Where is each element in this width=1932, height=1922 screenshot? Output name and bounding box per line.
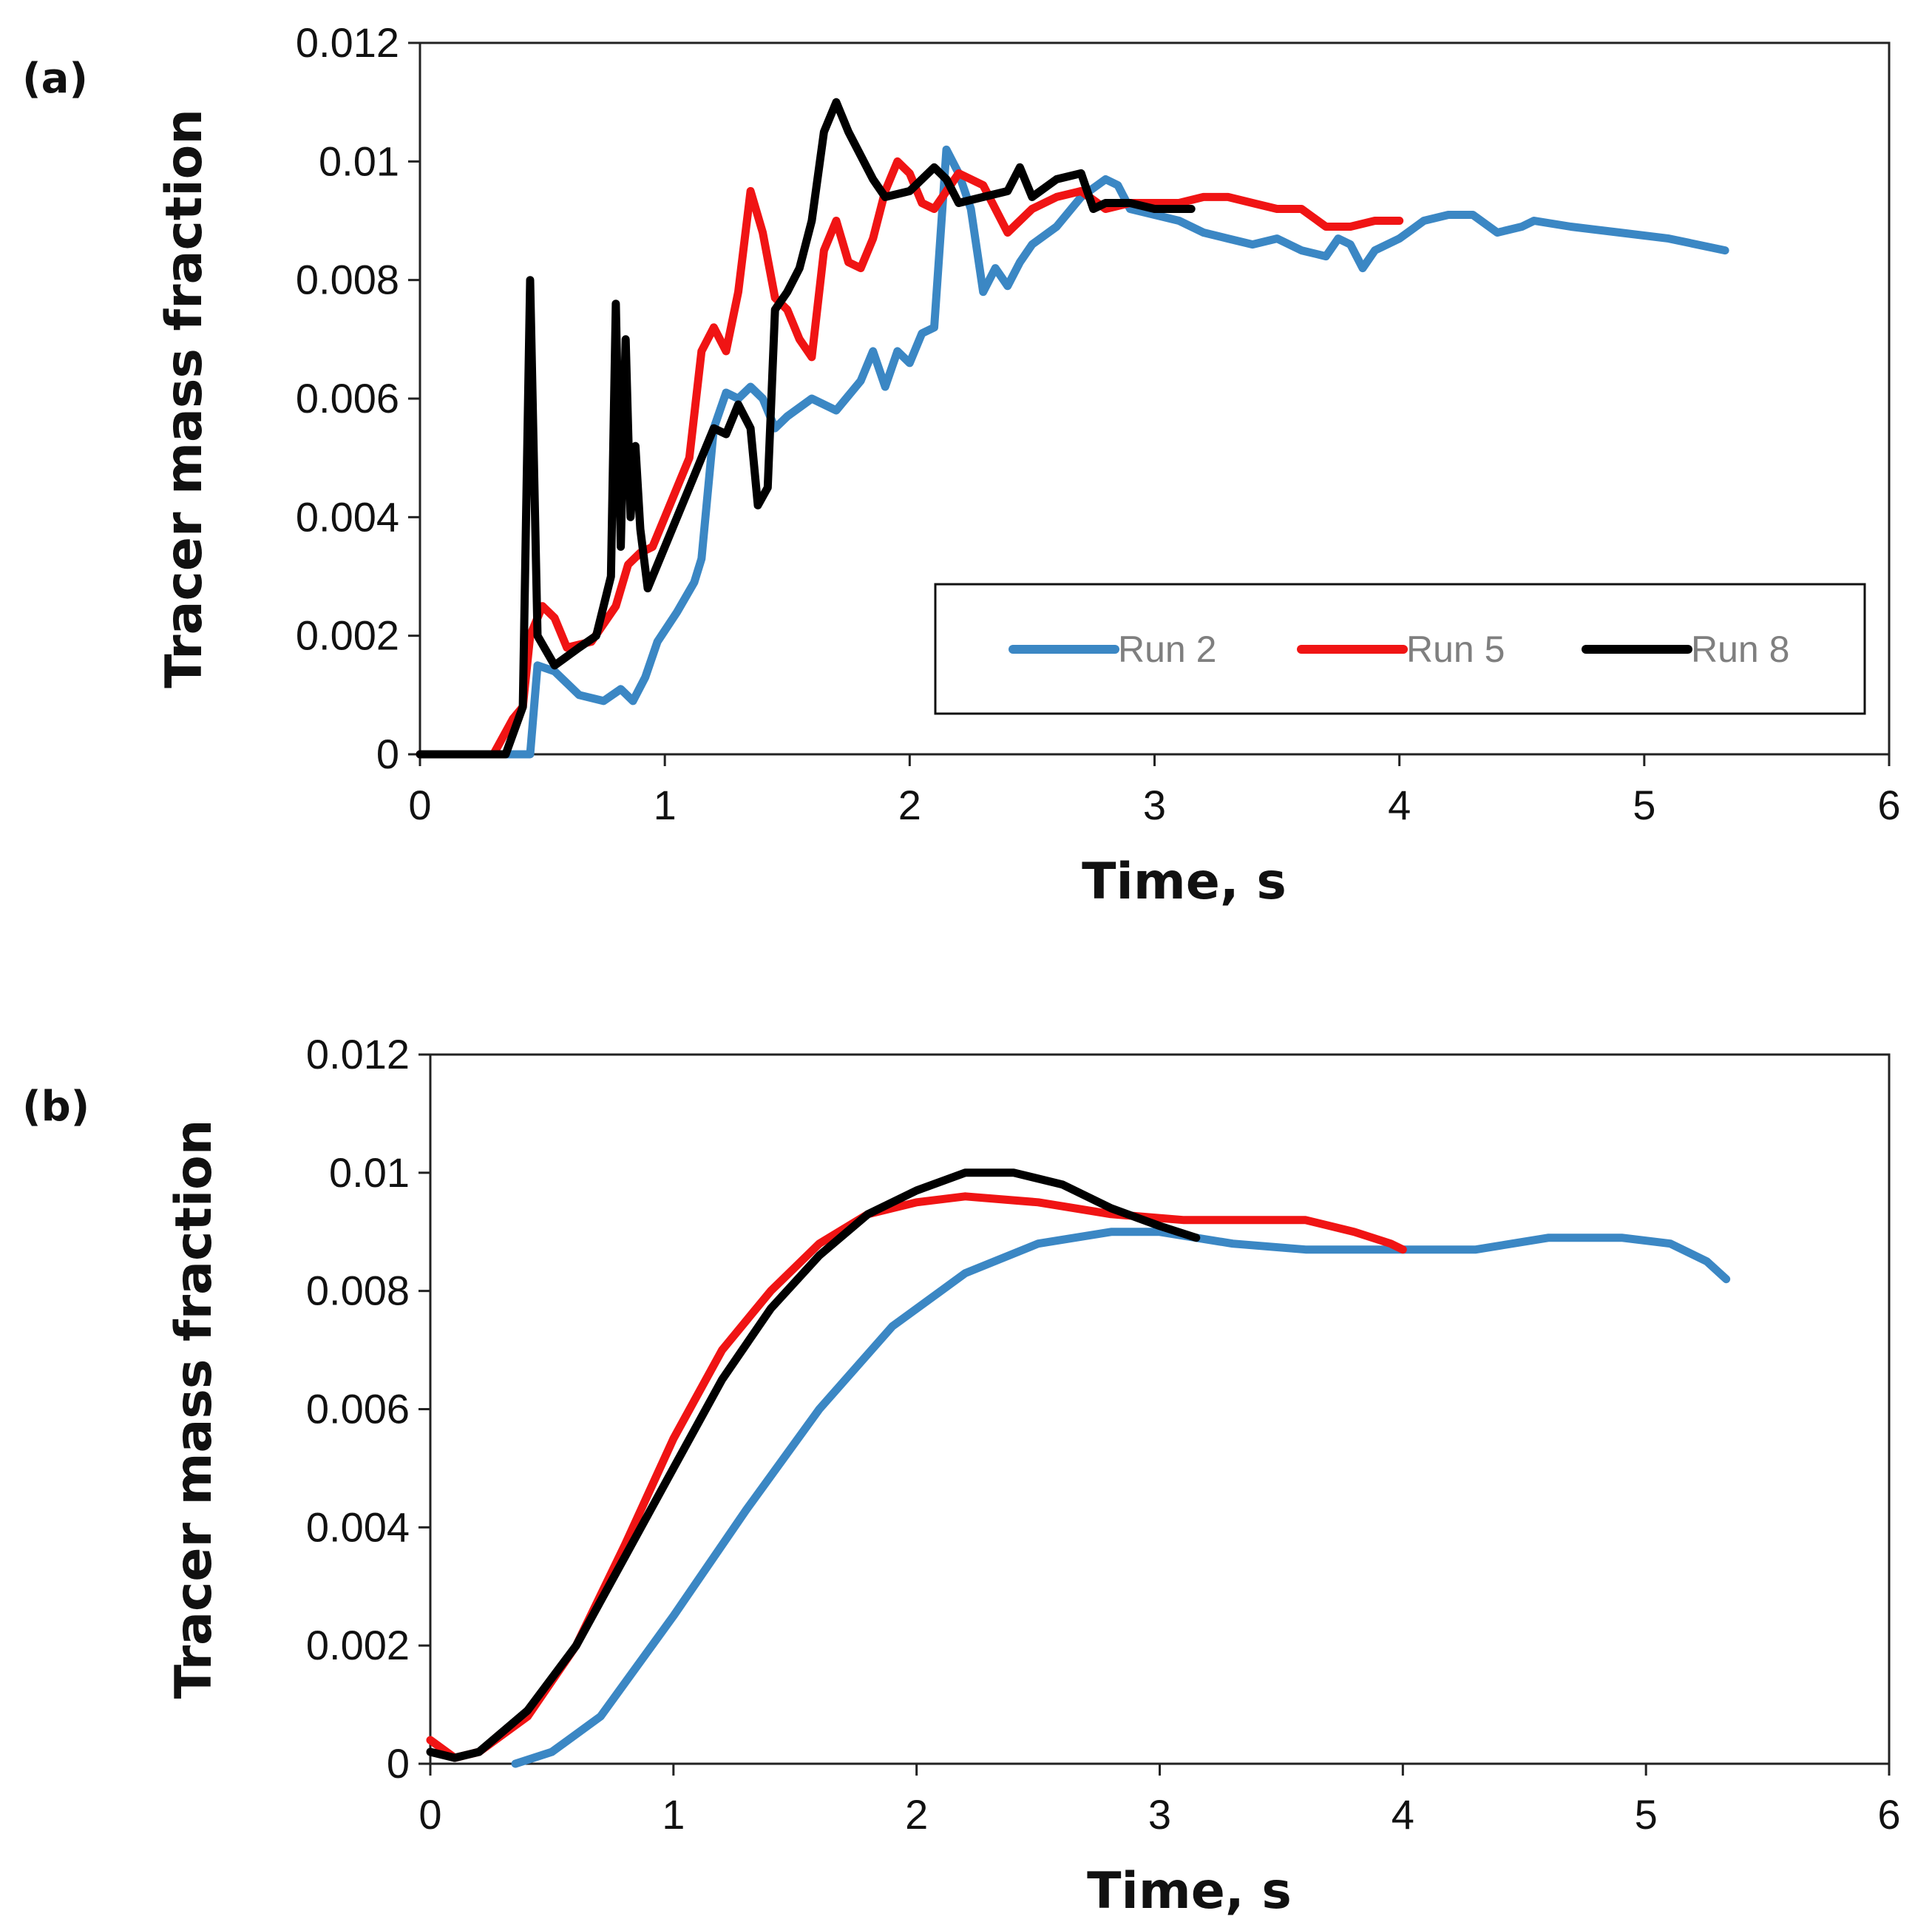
x-tick-label: 6 [1877, 1791, 1900, 1838]
y-axis-title: Tracer mass fraction [155, 109, 214, 688]
y-axis-title: Tracer mass fraction [165, 1120, 223, 1699]
y-tick-label: 0.006 [306, 1386, 410, 1432]
y-tick-label: 0.012 [296, 19, 399, 66]
series-line-run-2 [416, 145, 1729, 759]
y-tick-label: 0.002 [306, 1622, 410, 1668]
series-line-run-5 [416, 157, 1404, 759]
plot-frame [429, 1053, 1891, 1765]
x-tick-label: 2 [898, 782, 921, 828]
series-line-run-2 [511, 1228, 1731, 1768]
x-tick-label: 0 [418, 1791, 441, 1838]
y-tick-label: 0.008 [306, 1268, 410, 1314]
panel-b: (b) 0 0.002 0.004 0.006 0.008 0.01 0.012 0 1 2 3 4 5 6… [22, 1031, 1901, 1921]
y-tick-label: 0.01 [319, 138, 399, 184]
x-tick-label: 0 [408, 782, 431, 828]
y-tick-label: 0.004 [306, 1503, 410, 1550]
y-tick-label: 0 [387, 1740, 410, 1787]
x-tick-label: 1 [654, 782, 677, 828]
y-tick-label: 0.002 [296, 612, 399, 659]
y-tick-label: 0.004 [296, 493, 399, 540]
legend-label-run-5: Run 5 [1406, 629, 1505, 670]
x-axis-title: Time, s [1087, 1862, 1292, 1921]
series-line-run-8 [426, 1168, 1201, 1762]
x-tick-label: 2 [905, 1791, 928, 1838]
y-tick-label: 0.008 [296, 257, 399, 303]
legend: Run 2 Run 5 Run 8 [934, 583, 1866, 715]
x-tick-label: 4 [1392, 1791, 1414, 1838]
legend-label-run-2: Run 2 [1118, 629, 1216, 670]
series-line-run-8 [416, 98, 1196, 759]
x-tick-label: 6 [1877, 782, 1900, 828]
x-tick-label: 4 [1388, 782, 1411, 828]
x-tick-label: 5 [1633, 782, 1655, 828]
panel-label: (b) [22, 1083, 89, 1131]
y-tick-label: 0.012 [306, 1031, 410, 1077]
x-tick-label: 3 [1148, 1791, 1171, 1838]
series-line-run-5 [426, 1192, 1407, 1762]
legend-label-run-8: Run 8 [1691, 629, 1789, 670]
y-tick-label: 0.01 [329, 1149, 410, 1196]
panel-label: (a) [22, 55, 88, 103]
panel-a: (a) 0 0.002 0.004 0.006 0.008 0.01 0.012 0 1 2 3 4 5 6… [22, 19, 1901, 911]
x-axis-title: Time, s [1082, 853, 1287, 911]
x-tick-label: 1 [662, 1791, 685, 1838]
x-tick-label: 5 [1635, 1791, 1658, 1838]
x-tick-label: 3 [1143, 782, 1166, 828]
y-tick-label: 0.006 [296, 375, 399, 422]
y-tick-label: 0 [376, 731, 399, 777]
